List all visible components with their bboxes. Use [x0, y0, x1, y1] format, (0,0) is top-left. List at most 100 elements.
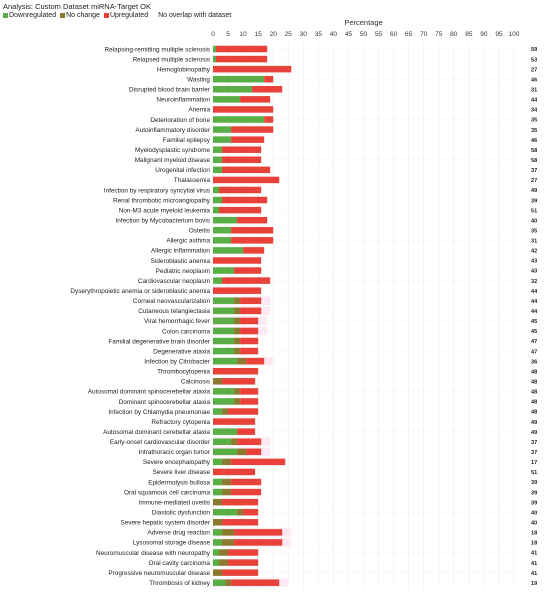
bar-downregulated[interactable]	[213, 458, 223, 466]
bar-no-change[interactable]	[219, 549, 229, 556]
bar-upregulated[interactable]	[264, 116, 274, 123]
bar-no-change[interactable]	[237, 357, 247, 365]
bar-downregulated[interactable]	[213, 388, 235, 395]
bar-no-change[interactable]	[219, 559, 229, 566]
bar-downregulated[interactable]	[213, 549, 220, 556]
bar-upregulated[interactable]	[231, 458, 286, 466]
bar-upregulated[interactable]	[222, 498, 259, 506]
bar-upregulated[interactable]	[240, 327, 259, 335]
bar-upregulated[interactable]	[240, 96, 271, 103]
bar-downregulated[interactable]	[213, 267, 235, 274]
bar-downregulated[interactable]	[213, 206, 220, 214]
bar-no-change[interactable]	[222, 408, 229, 415]
bar-no-change[interactable]	[222, 458, 232, 466]
bar-downregulated[interactable]	[213, 136, 232, 143]
bar-downregulated[interactable]	[213, 146, 223, 153]
bar-upregulated[interactable]	[231, 478, 262, 486]
bar-downregulated[interactable]	[213, 438, 232, 445]
bar-upregulated[interactable]	[240, 398, 259, 405]
bar-upregulated[interactable]	[213, 65, 292, 73]
bar-upregulated[interactable]	[228, 549, 259, 556]
bar-upregulated[interactable]	[252, 86, 283, 93]
bar-downregulated[interactable]	[213, 116, 265, 123]
bar-upregulated[interactable]	[219, 186, 262, 194]
bar-upregulated[interactable]	[234, 539, 283, 546]
bar-no-change[interactable]	[234, 327, 241, 335]
bar-upregulated[interactable]	[231, 126, 274, 133]
bar-downregulated[interactable]	[213, 327, 235, 335]
bar-no-change[interactable]	[237, 448, 247, 456]
bar-upregulated[interactable]	[228, 408, 259, 415]
bar-downregulated[interactable]	[213, 247, 244, 254]
bar-upregulated[interactable]	[216, 55, 268, 63]
bar-upregulated[interactable]	[222, 519, 259, 526]
bar-upregulated[interactable]	[243, 247, 265, 254]
bar-downregulated[interactable]	[213, 307, 235, 315]
bar-downregulated[interactable]	[213, 529, 223, 536]
bar-downregulated[interactable]	[213, 478, 223, 486]
bar-no-change[interactable]	[234, 398, 241, 405]
bar-no-change[interactable]	[234, 317, 241, 325]
bar-upregulated[interactable]	[222, 277, 271, 284]
bar-downregulated[interactable]	[213, 579, 226, 586]
bar-downregulated[interactable]	[213, 186, 220, 194]
bar-downregulated[interactable]	[213, 347, 235, 355]
bar-upregulated[interactable]	[213, 176, 280, 184]
bar-upregulated[interactable]	[222, 156, 262, 164]
bar-upregulated[interactable]	[231, 488, 262, 496]
bar-upregulated[interactable]	[222, 569, 259, 576]
bar-upregulated[interactable]	[234, 529, 283, 536]
bar-upregulated[interactable]	[213, 106, 274, 113]
bar-upregulated[interactable]	[213, 287, 262, 294]
bar-no-change[interactable]	[234, 337, 241, 345]
bar-downregulated[interactable]	[213, 337, 235, 345]
bar-no-change[interactable]	[234, 307, 241, 315]
bar-downregulated[interactable]	[213, 398, 235, 405]
bar-no-change[interactable]	[234, 347, 241, 355]
bar-upregulated[interactable]	[222, 196, 268, 204]
bar-upregulated[interactable]	[231, 237, 274, 244]
bar-upregulated[interactable]	[240, 317, 259, 325]
bar-upregulated[interactable]	[246, 448, 262, 456]
bar-upregulated[interactable]	[228, 559, 259, 566]
bar-no-change[interactable]	[222, 478, 232, 486]
bar-no-change[interactable]	[231, 438, 238, 445]
bar-downregulated[interactable]	[213, 297, 235, 305]
bar-no-change[interactable]	[225, 579, 232, 586]
bar-downregulated[interactable]	[213, 216, 238, 224]
bar-upregulated[interactable]	[246, 357, 265, 365]
bar-downregulated[interactable]	[213, 408, 223, 415]
bar-upregulated[interactable]	[222, 166, 271, 174]
bar-downregulated[interactable]	[213, 428, 238, 435]
bar-downregulated[interactable]	[213, 126, 232, 133]
bar-no-change[interactable]	[237, 508, 244, 516]
bar-downregulated[interactable]	[213, 166, 223, 174]
bar-downregulated[interactable]	[213, 448, 238, 456]
bar-upregulated[interactable]	[213, 468, 256, 476]
bar-downregulated[interactable]	[213, 539, 223, 546]
bar-upregulated[interactable]	[222, 378, 256, 385]
bar-downregulated[interactable]	[213, 196, 223, 204]
bar-downregulated[interactable]	[213, 75, 265, 83]
bar-upregulated[interactable]	[222, 146, 262, 153]
bar-no-change[interactable]	[213, 498, 223, 506]
bar-downregulated[interactable]	[213, 237, 232, 244]
bar-downregulated[interactable]	[213, 317, 235, 325]
bar-downregulated[interactable]	[213, 508, 238, 516]
bar-upregulated[interactable]	[240, 337, 259, 345]
bar-upregulated[interactable]	[237, 216, 268, 224]
bar-downregulated[interactable]	[213, 96, 241, 103]
bar-upregulated[interactable]	[231, 579, 280, 586]
bar-upregulated[interactable]	[219, 206, 262, 214]
bar-upregulated[interactable]	[243, 508, 259, 516]
bar-downregulated[interactable]	[213, 227, 232, 234]
bar-no-change[interactable]	[213, 519, 223, 526]
bar-upregulated[interactable]	[240, 388, 259, 395]
bar-downregulated[interactable]	[213, 55, 217, 63]
bar-downregulated[interactable]	[213, 559, 220, 566]
bar-upregulated[interactable]	[234, 267, 262, 274]
bar-no-change[interactable]	[234, 297, 241, 305]
bar-downregulated[interactable]	[213, 357, 238, 365]
bar-no-change[interactable]	[213, 569, 223, 576]
bar-upregulated[interactable]	[213, 257, 262, 264]
